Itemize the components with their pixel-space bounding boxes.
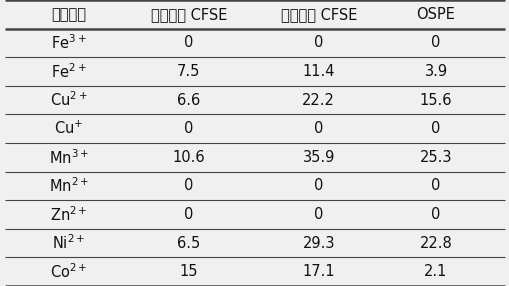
Text: 35.9: 35.9 <box>302 150 334 165</box>
Text: 四面体场 CFSE: 四面体场 CFSE <box>150 7 227 22</box>
Text: 15.6: 15.6 <box>419 93 451 108</box>
Text: 3.9: 3.9 <box>423 64 447 79</box>
Text: 0: 0 <box>184 207 193 222</box>
Text: OSPE: OSPE <box>416 7 455 22</box>
Text: 25.3: 25.3 <box>419 150 451 165</box>
Text: Co$^{2+}$: Co$^{2+}$ <box>50 262 88 281</box>
Text: Mn$^{2+}$: Mn$^{2+}$ <box>49 176 89 195</box>
Text: Ni$^{2+}$: Ni$^{2+}$ <box>52 234 86 253</box>
Text: 0: 0 <box>314 178 323 193</box>
Text: Cu$^{+}$: Cu$^{+}$ <box>54 120 83 137</box>
Text: Cu$^{2+}$: Cu$^{2+}$ <box>50 91 88 110</box>
Text: 八面体场 CFSE: 八面体场 CFSE <box>280 7 356 22</box>
Text: Fe$^{2+}$: Fe$^{2+}$ <box>51 62 87 81</box>
Text: Fe$^{3+}$: Fe$^{3+}$ <box>51 33 87 52</box>
Text: 10.6: 10.6 <box>172 150 205 165</box>
Text: 0: 0 <box>184 35 193 50</box>
Text: 22.8: 22.8 <box>419 236 451 251</box>
Text: 7.5: 7.5 <box>177 64 200 79</box>
Text: 11.4: 11.4 <box>302 64 334 79</box>
Text: 29.3: 29.3 <box>302 236 334 251</box>
Text: 0: 0 <box>431 207 440 222</box>
Text: 0: 0 <box>431 178 440 193</box>
Text: 0: 0 <box>314 207 323 222</box>
Text: 0: 0 <box>184 178 193 193</box>
Text: 离子种类: 离子种类 <box>51 7 86 22</box>
Text: 0: 0 <box>431 121 440 136</box>
Text: 15: 15 <box>179 264 197 279</box>
Text: 6.5: 6.5 <box>177 236 200 251</box>
Text: 6.6: 6.6 <box>177 93 200 108</box>
Text: Zn$^{2+}$: Zn$^{2+}$ <box>50 205 88 224</box>
Text: Mn$^{3+}$: Mn$^{3+}$ <box>49 148 89 167</box>
Text: 0: 0 <box>314 35 323 50</box>
Text: 17.1: 17.1 <box>302 264 334 279</box>
Text: 0: 0 <box>184 121 193 136</box>
Text: 22.2: 22.2 <box>302 93 334 108</box>
Text: 2.1: 2.1 <box>423 264 447 279</box>
Text: 0: 0 <box>431 35 440 50</box>
Text: 0: 0 <box>314 121 323 136</box>
